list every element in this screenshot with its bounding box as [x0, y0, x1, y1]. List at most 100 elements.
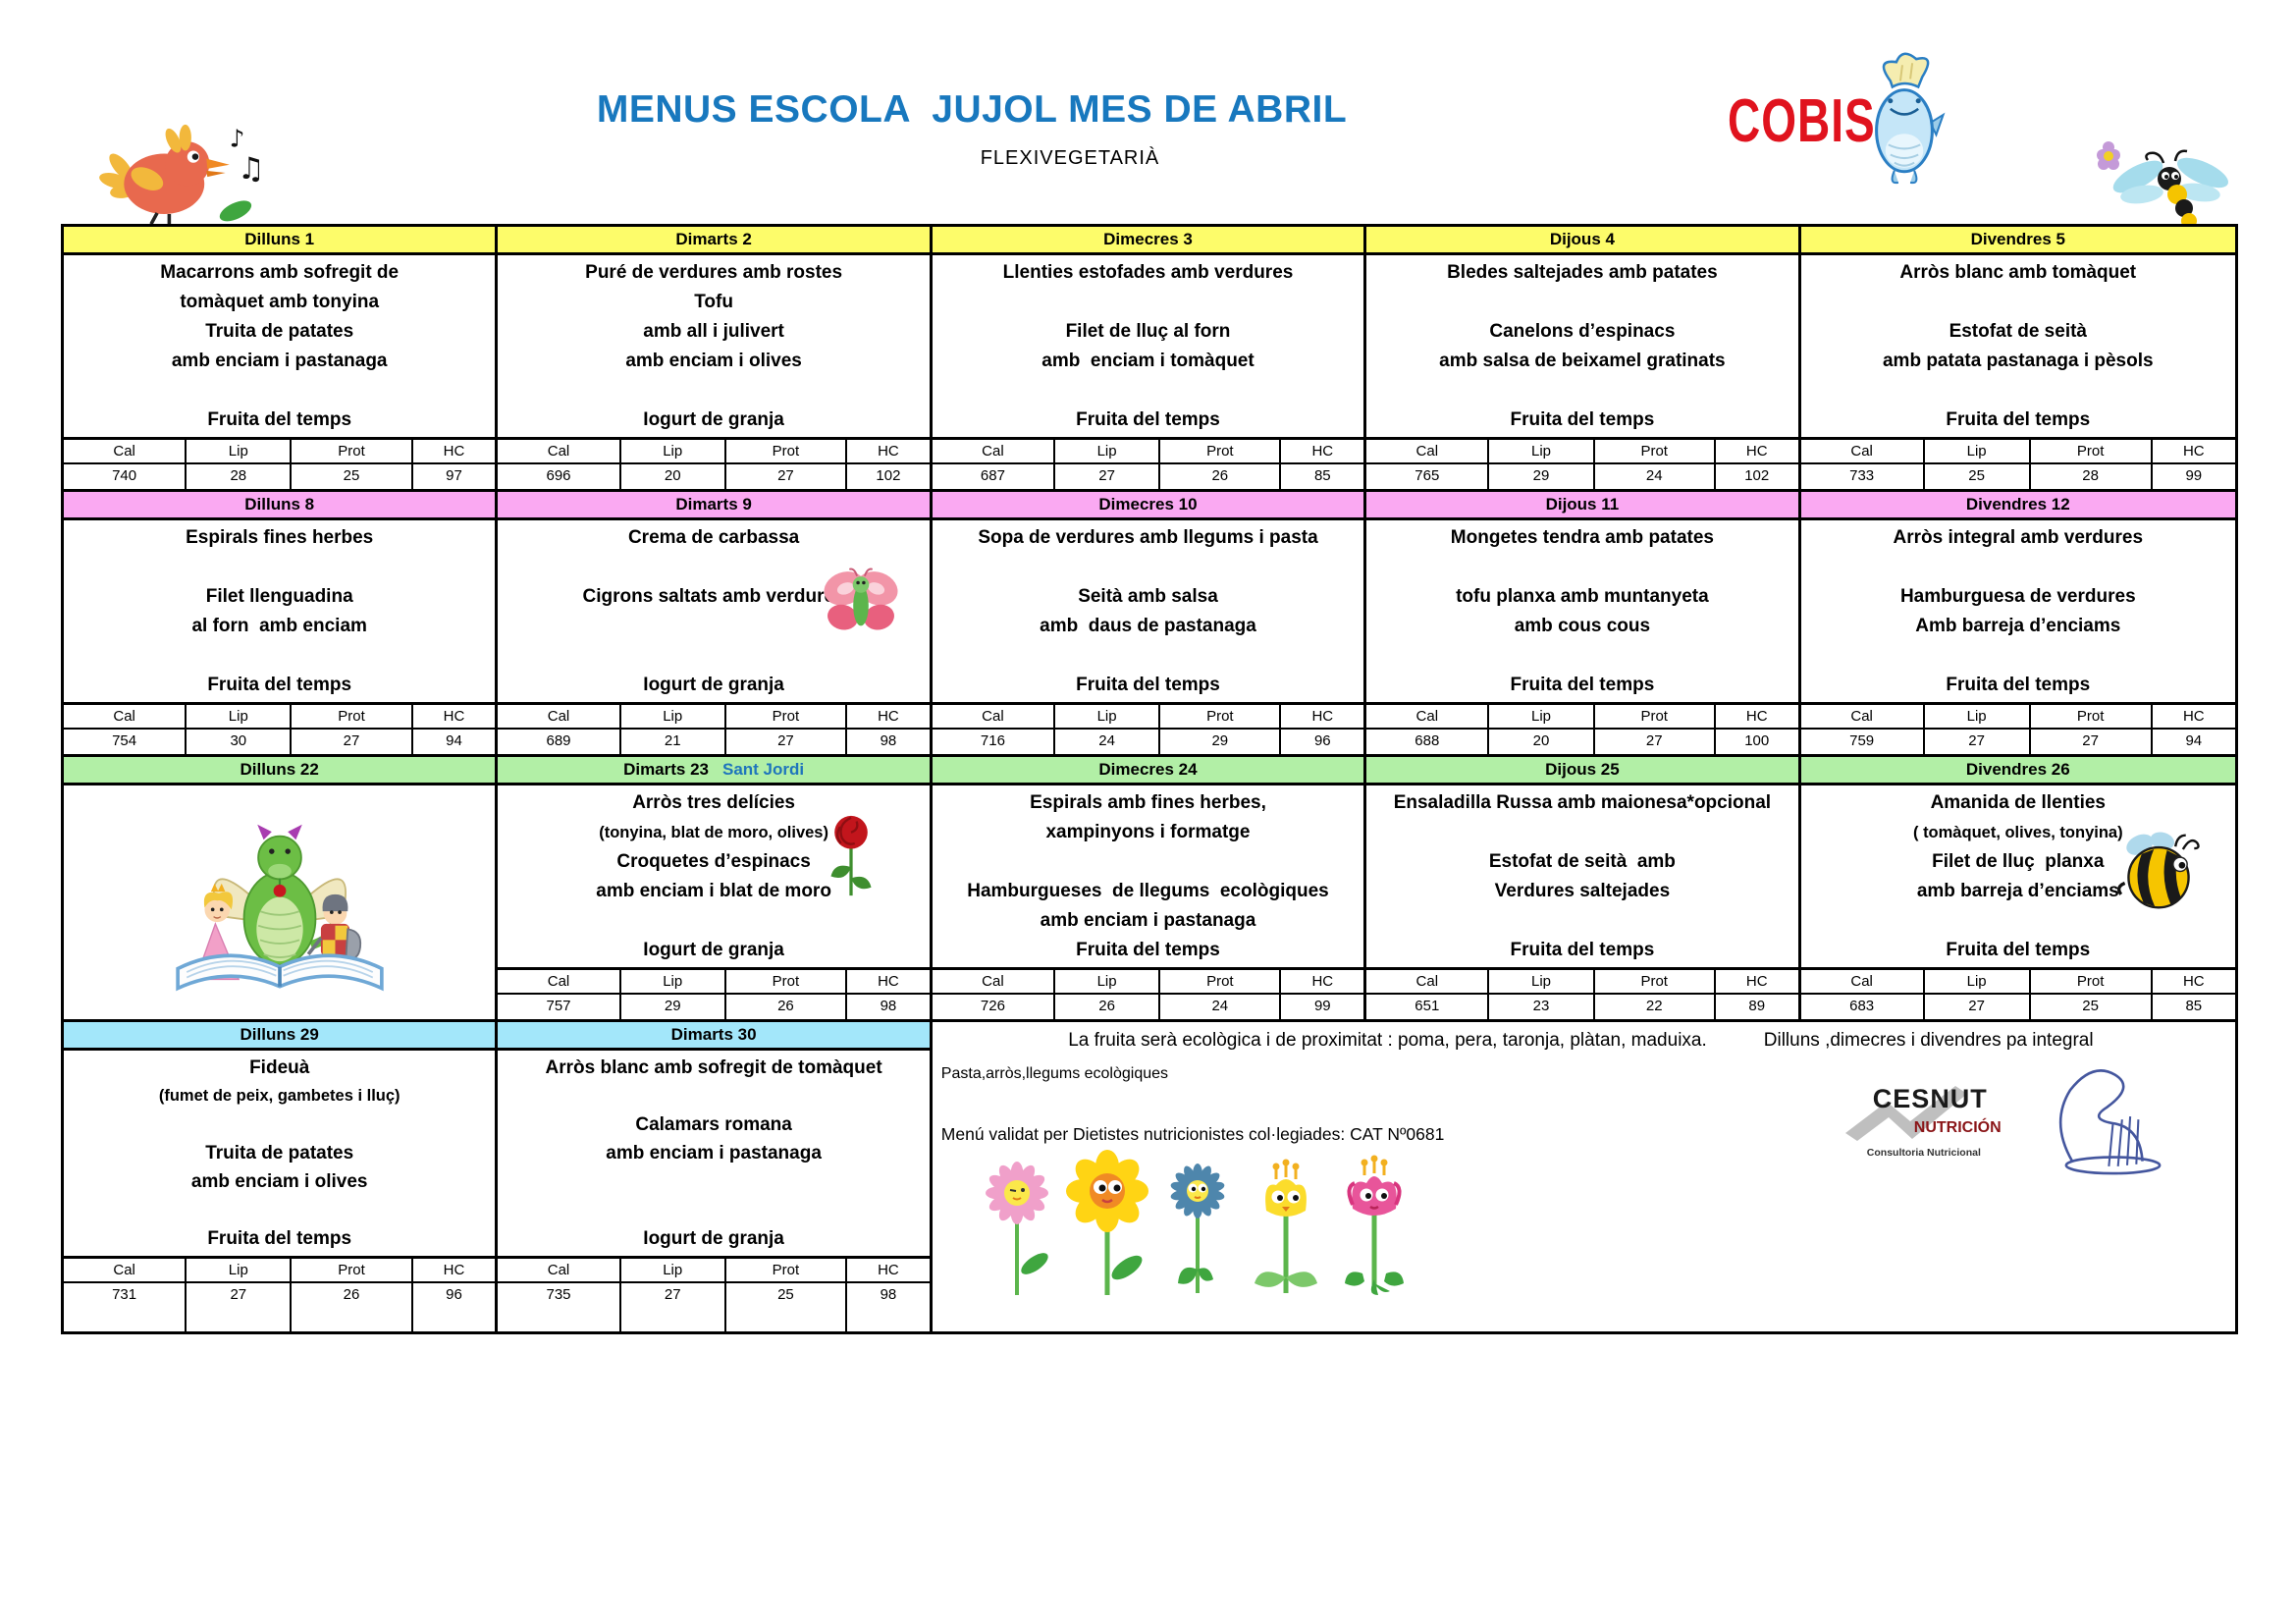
- menu-line: Mongetes tendra amb patates: [1450, 527, 1714, 548]
- menu-line: amb enciam i olives: [190, 1171, 368, 1192]
- nutrition-value: 25: [777, 1286, 794, 1303]
- day-menu: Mongetes tendra amb patates tofu planxa a…: [1366, 520, 1797, 702]
- menu-line: Arròs blanc amb sofregit de tomàquet: [545, 1057, 882, 1078]
- day-menu: [64, 785, 495, 1019]
- nutrition-column: Cal 740: [64, 440, 186, 489]
- nutrition-value: 22: [1645, 998, 1663, 1014]
- nutrition-label: HC: [412, 705, 496, 730]
- menu-line: Fruita del temps: [1946, 940, 2091, 960]
- menu-line: [1366, 818, 1797, 847]
- day-menu: Amanida de llenties ( tomàquet, olives, t…: [1801, 785, 2235, 967]
- nutrition-label: Cal: [932, 440, 1054, 464]
- nutrition-value: 696: [546, 467, 571, 484]
- nutrition-column: HC 102: [1713, 440, 1798, 489]
- nutrition-column: Lip 27: [1922, 970, 2029, 1019]
- nutrition-column: Cal 735: [498, 1259, 619, 1331]
- nutrition-column: HC 94: [410, 705, 496, 754]
- menu-line: Iogurt de granja: [643, 675, 784, 695]
- menu-line: tomàquet amb tonyina: [180, 292, 380, 312]
- nutrition-column: Cal 726: [932, 970, 1054, 1019]
- day-cell: Divendres 26 Amanida de llenties ( tomàque…: [1800, 757, 2235, 1019]
- nutrition-value: 25: [1968, 467, 1985, 484]
- nutrition-label: HC: [1281, 970, 1364, 995]
- cesnut-tagline: Consultoria Nutricional: [1866, 1147, 1981, 1159]
- nutrition-column: Lip 28: [185, 440, 291, 489]
- nutrition-label: Lip: [1489, 440, 1593, 464]
- nutrition-column: Prot 26: [1158, 440, 1280, 489]
- menu-line: Fruita del temps: [1076, 409, 1220, 430]
- menu-line: Filet de lluç planxa: [1932, 851, 2105, 872]
- menu-line: Iogurt de granja: [643, 940, 784, 960]
- day-cell: Dimarts 30 Arròs blanc amb sofregit de to…: [498, 1022, 933, 1331]
- day-label: Dimecres 10: [1098, 495, 1198, 514]
- nutrition-column: Prot 25: [723, 1259, 846, 1331]
- day-label: Dimecres 24: [1098, 760, 1198, 779]
- nutrition-column: Lip 27: [185, 1259, 291, 1331]
- day-menu: Llenties estofades amb verdures Filet de …: [933, 255, 1363, 437]
- nutrition-column: Prot 29: [1158, 705, 1280, 754]
- nutrition-value: 687: [980, 467, 1005, 484]
- nutrition-table: Cal 696 Lip 20 Prot 27 HC 102: [498, 437, 930, 489]
- nutrition-value: 20: [664, 467, 681, 484]
- nutrition-label: Prot: [725, 1259, 846, 1283]
- day-label: Dimarts 2: [675, 230, 752, 248]
- day-header: Divendres 26: [1800, 757, 2235, 785]
- nutrition-value: 29: [1211, 732, 1229, 749]
- menu-line: Tofu: [694, 292, 733, 312]
- nutrition-label: HC: [847, 705, 930, 730]
- menu-line: Fruita del temps: [1946, 409, 2091, 430]
- nutrition-column: Prot 25: [290, 440, 411, 489]
- nutrition-column: HC 94: [2150, 705, 2235, 754]
- day-cell: Dilluns 22: [64, 757, 499, 1019]
- nutrition-label: Prot: [725, 970, 846, 995]
- nutrition-label: HC: [847, 440, 930, 464]
- day-label: Dijous 11: [1545, 495, 1620, 514]
- nutrition-column: Lip 21: [618, 705, 724, 754]
- nutrition-value: 96: [1313, 732, 1331, 749]
- notes-line-eco: Pasta,arròs,llegums ecològiques: [940, 1065, 1169, 1082]
- day-label: Dimarts 23: [623, 760, 709, 779]
- nutrition-label: HC: [1715, 705, 1798, 730]
- nutrition-value: 27: [230, 1286, 247, 1303]
- menu-line: Arròs tres delícies: [632, 792, 795, 813]
- nutrition-table: Cal 726 Lip 26 Prot 24 HC 99: [932, 967, 1364, 1019]
- nutrition-value: 102: [876, 467, 901, 484]
- menu-line: [1366, 906, 1797, 936]
- nutrition-column: HC 102: [845, 440, 930, 489]
- signature-illustration: [2042, 1061, 2184, 1194]
- menu-line: Fideuà: [249, 1057, 310, 1078]
- nutrition-label: Prot: [1594, 705, 1714, 730]
- nutrition-column: Lip 29: [1487, 440, 1593, 489]
- day-label: Dilluns 29: [240, 1025, 319, 1044]
- nutrition-table: Cal 651 Lip 23 Prot 22 HC 89: [1366, 967, 1798, 1019]
- nutrition-label: Lip: [620, 705, 724, 730]
- menu-line: amb patata pastanaga i pèsols: [1882, 351, 2154, 371]
- nutrition-value: 731: [112, 1286, 137, 1303]
- nutrition-label: HC: [1281, 705, 1364, 730]
- nutrition-label: Prot: [2030, 970, 2151, 995]
- nutrition-value: 26: [777, 998, 794, 1014]
- menu-line: xampinyons i formatge: [1045, 822, 1251, 842]
- nutrition-value: 726: [980, 998, 1005, 1014]
- menu-table: Dilluns 1 Macarrons amb sofregit de tomàqu…: [61, 224, 2238, 1334]
- nutrition-label: Lip: [1924, 705, 2029, 730]
- day-header: Dimarts 30: [498, 1022, 930, 1051]
- nutrition-label: Prot: [292, 1259, 411, 1283]
- nutrition-value: 27: [777, 732, 794, 749]
- menu-line: Bledes saltejades amb patates: [1447, 262, 1718, 283]
- nutrition-value: 102: [1744, 467, 1770, 484]
- nutrition-value: 89: [1748, 998, 1766, 1014]
- nutrition-value: 683: [1849, 998, 1875, 1014]
- menu-line: Amanida de llenties: [1930, 792, 2107, 813]
- nutrition-value: 94: [446, 732, 462, 749]
- menu-line: [64, 641, 495, 671]
- nutrition-value: 94: [2185, 732, 2203, 749]
- day-menu: Crema de carbassa Cigrons saltats amb ver…: [498, 520, 929, 702]
- menu-line: Fruita del temps: [207, 1228, 352, 1249]
- nutrition-label: Cal: [1366, 440, 1488, 464]
- menu-line: [64, 553, 495, 582]
- day-cell: Dilluns 29 Fideuà (fumet de peix, gambetes…: [64, 1022, 499, 1331]
- nutrition-table: Cal 689 Lip 21 Prot 27 HC 98: [498, 702, 930, 754]
- nutrition-column: Cal 733: [1800, 440, 1923, 489]
